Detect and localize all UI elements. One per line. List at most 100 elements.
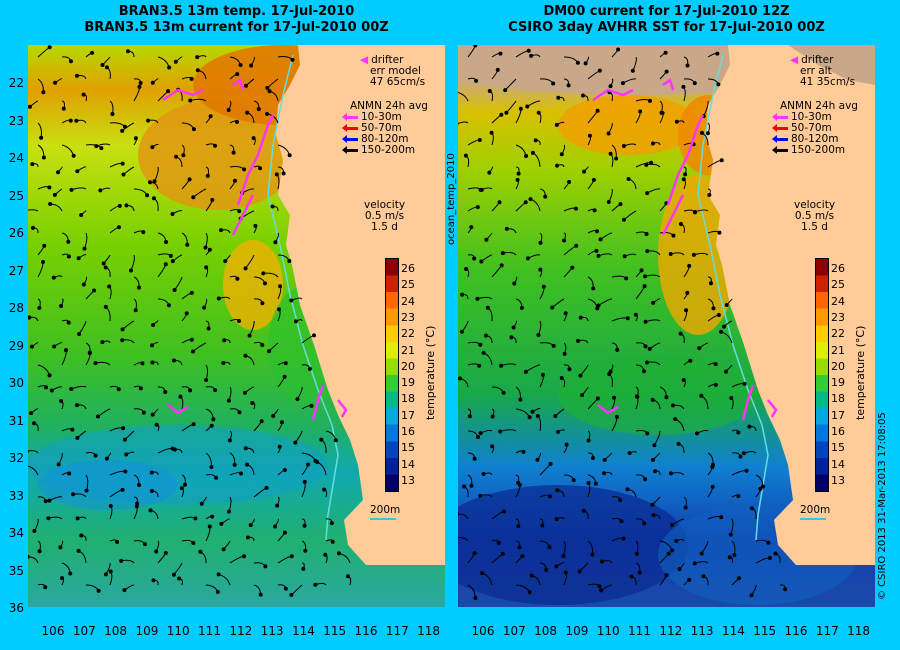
current-vector-head: [266, 349, 271, 354]
colorbar-tick: 23: [401, 310, 415, 324]
current-vector-head: [621, 536, 626, 541]
left-current-vectors: [28, 45, 352, 597]
current-vector-head: [184, 311, 189, 316]
current-vector-head: [289, 554, 294, 559]
current-vector-head: [242, 167, 247, 172]
current-vector-head: [107, 284, 112, 289]
left-isobath-label: 200m: [370, 505, 400, 520]
current-vector-head: [151, 196, 156, 201]
drifter-track: [311, 384, 325, 421]
current-vector-head: [223, 259, 228, 264]
current-vector-head: [210, 197, 215, 202]
colorbar-tick: 19: [401, 376, 415, 390]
current-vector-head: [487, 170, 492, 175]
current-vector-head: [244, 83, 249, 88]
current-vector-head: [191, 541, 196, 546]
current-vector-head: [235, 276, 240, 281]
current-vector-head: [235, 72, 240, 77]
current-vector-head: [653, 469, 658, 474]
current-vector-head: [247, 333, 252, 338]
current-vector-head: [28, 315, 32, 320]
current-vector-head: [170, 259, 175, 264]
current-vector-head: [519, 305, 524, 310]
current-vector-head: [289, 592, 294, 597]
current-vector-head: [573, 206, 578, 211]
current-vector-head: [590, 456, 595, 461]
current-vector-head: [692, 209, 697, 214]
current-vector-head: [191, 127, 196, 132]
lat-label: 22: [8, 76, 24, 90]
current-vector-head: [590, 552, 595, 557]
current-vector-head: [82, 246, 87, 251]
current-vector-head: [614, 156, 619, 161]
current-vector-head: [174, 154, 179, 159]
current-vector-head: [56, 462, 61, 467]
current-vector-head: [501, 509, 506, 514]
current-vector-head: [120, 161, 125, 166]
current-vector-head: [619, 519, 624, 524]
right-drifter-tracks: [592, 77, 778, 421]
current-vector-head: [688, 358, 693, 363]
current-vector-head: [681, 177, 686, 182]
current-vector-head: [319, 437, 324, 442]
current-vector-head: [313, 582, 318, 587]
current-vector-head: [639, 268, 644, 273]
current-vector-head: [250, 401, 255, 406]
current-vector-head: [120, 327, 125, 332]
current-vector-head: [673, 417, 678, 422]
current-vector-head: [749, 506, 754, 511]
current-vector-head: [627, 451, 632, 456]
current-vector-head: [41, 90, 46, 95]
current-vector-head: [207, 247, 212, 252]
current-vector-head: [551, 343, 556, 348]
current-vector-head: [75, 435, 80, 440]
current-vector-head: [163, 551, 168, 556]
drifter-marker-icon: ◀: [790, 54, 799, 66]
current-vector-head: [210, 514, 215, 519]
current-vector-head: [644, 360, 649, 365]
current-vector-head: [202, 305, 207, 310]
current-vector-head: [575, 60, 580, 65]
current-vector-head: [237, 209, 242, 214]
current-vector-head: [151, 578, 156, 583]
current-vector-head: [716, 313, 721, 318]
current-vector-head: [74, 403, 79, 408]
current-vector-head: [478, 493, 483, 498]
mooring-arrow-icon: [342, 146, 358, 154]
current-vector-head: [738, 454, 743, 459]
current-vector-head: [591, 177, 596, 182]
current-vector-head: [473, 595, 478, 600]
current-vector-head: [151, 323, 156, 328]
mooring-arrow-icon: [342, 124, 358, 132]
current-vector-head: [564, 442, 569, 447]
current-vector-head: [677, 567, 682, 572]
current-vector-head: [208, 114, 213, 119]
current-vector-head: [179, 486, 184, 491]
current-vector-head: [211, 417, 216, 422]
current-vector-head: [484, 237, 489, 242]
current-vector-head: [290, 57, 295, 62]
current-vector-head: [497, 200, 502, 205]
colorbar-tick: 24: [401, 294, 415, 308]
current-vector-head: [264, 485, 269, 490]
current-vector-head: [595, 108, 600, 113]
current-vector-head: [525, 256, 530, 261]
current-vector-head: [79, 533, 84, 538]
current-vector-head: [178, 394, 183, 399]
current-vector-head: [576, 338, 581, 343]
current-vector-head: [150, 80, 155, 85]
current-vector-head: [92, 288, 97, 293]
current-vector-head: [79, 212, 84, 217]
current-vector-head: [530, 150, 535, 155]
current-vector-head: [719, 329, 724, 334]
current-vector-head: [624, 276, 629, 281]
current-vector-head: [30, 225, 35, 230]
current-vector-head: [29, 344, 34, 349]
current-vector-head: [69, 187, 74, 192]
lon-label: 113: [260, 624, 284, 638]
current-vector-head: [517, 482, 522, 487]
current-vector-head: [694, 431, 699, 436]
current-vector-head: [749, 593, 754, 598]
lat-label: 30: [8, 376, 24, 390]
current-vector-head: [503, 88, 508, 93]
